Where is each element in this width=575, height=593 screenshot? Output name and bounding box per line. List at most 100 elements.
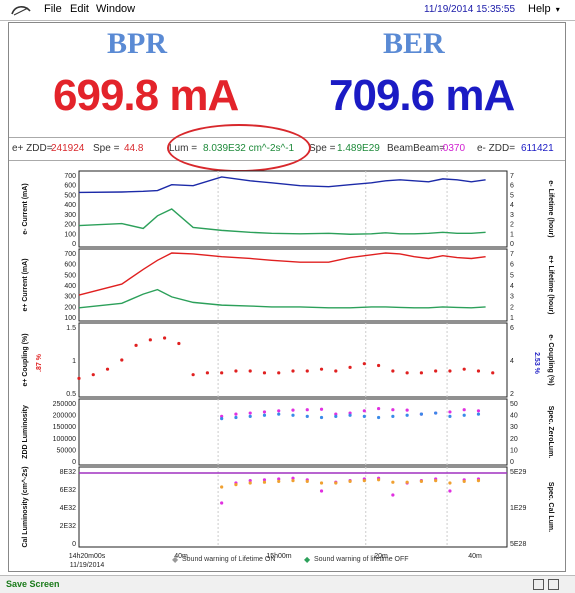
beambeam-label: BeamBeam= [387,143,446,154]
y-tick-label-left: 100000 [53,436,76,443]
menu-edit[interactable]: Edit [70,3,89,15]
y-tick-label-right: 0 [510,459,514,466]
data-point [448,481,452,485]
data-point [120,358,124,362]
emzdd-value: 611421 [521,143,554,154]
data-point [305,369,309,373]
y-axis-title-right: Spec. ZeroLum. [547,406,554,459]
y-tick-label-right: 2 [510,222,514,229]
data-point [476,369,481,373]
data-point [262,478,267,482]
data-point [405,480,409,484]
data-point [77,376,81,380]
y-axis-title-left: e+ Current (mA) [22,258,29,311]
y-tick-label-left: 500 [64,272,76,279]
y-tick-label-right: 50 [510,401,518,408]
y-tick-label-left: 4E32 [60,505,76,512]
data-point [319,415,324,420]
emzdd-label: e- ZDD= [477,143,516,154]
series-line [78,208,486,235]
x-tick-label: 40m [174,553,188,560]
data-point [220,501,224,505]
y-tick-label-right: 40 [510,413,518,420]
y-tick-label-left: 50000 [57,447,77,454]
menu-bar: File Edit Window 11/19/2014 15:35:55 Hel… [0,0,575,21]
y-tick-label-right: 7 [510,251,514,258]
data-point [234,369,238,373]
y-tick-label-right: 1E29 [510,505,526,512]
data-point [419,371,423,375]
chevron-down-icon: ▾ [555,5,560,14]
data-point [220,414,224,418]
data-point [291,479,295,483]
current-banner: BPR BER 699.8 mA 709.6 mA [9,23,565,135]
y-tick-label-left: 0 [72,541,76,548]
data-point [134,343,138,347]
y-tick-label-left: 600 [64,183,76,190]
y-tick-label-left: 100 [64,315,76,322]
y-axis-title-right: e+ Lifetime (hour) [547,256,554,315]
y-tick-label-right: 2 [510,391,514,398]
bpr-current-value: 699.8 mA [53,71,239,120]
y-tick-label-right: 4 [510,283,514,290]
data-point [391,408,395,412]
data-point [262,480,267,484]
data-point [191,373,195,377]
series-line [78,176,486,194]
data-point [205,371,209,375]
datetime: 11/19/2014 15:35:55 [424,4,516,15]
y-tick-label-left: 300 [64,294,76,301]
data-point [448,414,452,418]
ber-current-value: 709.6 mA [329,71,515,120]
y-tick-label-right: 4 [510,358,514,365]
y-tick-label-left: 300 [64,212,76,219]
data-point [462,479,466,483]
data-point [434,411,438,415]
legend: ◆ Sound warning of Lifetime ON ◆ Sound w… [0,552,575,568]
data-point [148,338,152,342]
spe2-value: 1.489E29 [337,143,380,154]
legend-off-label: Sound warning of lifetime OFF [314,556,409,563]
y-tick-label-left: 0 [72,241,76,248]
menu-file[interactable]: File [44,3,62,15]
data-point [248,479,252,483]
y-tick-label-right: 7 [510,173,514,180]
data-point [334,369,338,373]
spe-label: Spe = [93,143,120,154]
y-tick-label-left: 600 [64,262,76,269]
data-point [348,411,352,415]
menu-window[interactable]: Window [96,3,136,15]
data-point [377,415,381,420]
window-icon[interactable] [548,579,559,590]
save-screen-button[interactable]: Save Screen [6,579,60,589]
panel-frame [78,398,508,466]
data-point [248,481,252,485]
x-tick-label: 20m [374,553,388,560]
y-tick-label-left: 100 [64,231,76,238]
y-tick-label-right: 5 [510,272,514,279]
print-icon[interactable] [533,579,544,590]
data-point [476,412,481,416]
y-tick-label-left: 700 [64,173,76,180]
data-point [277,412,281,416]
data-point [177,341,181,346]
y-tick-label-left: 1 [72,358,76,365]
series-line [78,288,486,309]
spe-value: 44.8 [124,143,144,154]
data-point [319,481,324,485]
y-tick-label-right: 10 [510,447,518,454]
data-point [319,367,324,371]
y-axis-title-right: e- Lifetime (hour) [547,180,554,237]
data-point [476,479,481,483]
data-point [462,408,466,412]
y-tick-label-left: 8E32 [60,469,76,476]
y-tick-label-right: 30 [510,424,518,431]
data-point [391,480,395,484]
y-tick-label-left: 6E32 [60,487,76,494]
spe2-label: Spe = [309,143,336,154]
x-axis-date: 11/19/2014 [70,562,105,569]
y-tick-label-left: 250000 [53,401,76,408]
menu-help[interactable]: Help ▾ [528,3,560,15]
data-point [105,367,110,371]
data-point [220,371,224,375]
